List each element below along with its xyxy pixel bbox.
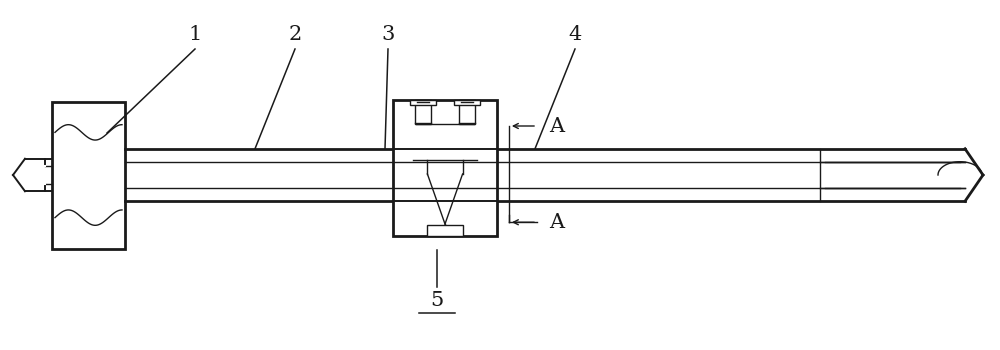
Bar [459,100,475,124]
Text: 5: 5 [430,292,444,310]
Text: A: A [549,117,564,135]
Bar [415,100,431,124]
Bar [427,225,463,236]
Text: 3: 3 [381,26,395,44]
Bar [410,100,436,105]
Text: 2: 2 [288,26,302,44]
Bar [393,100,497,236]
Bar [454,100,480,105]
Text: A: A [549,213,564,232]
Bar [52,102,125,248]
Text: 4: 4 [568,26,582,44]
Text: 1: 1 [188,26,202,44]
